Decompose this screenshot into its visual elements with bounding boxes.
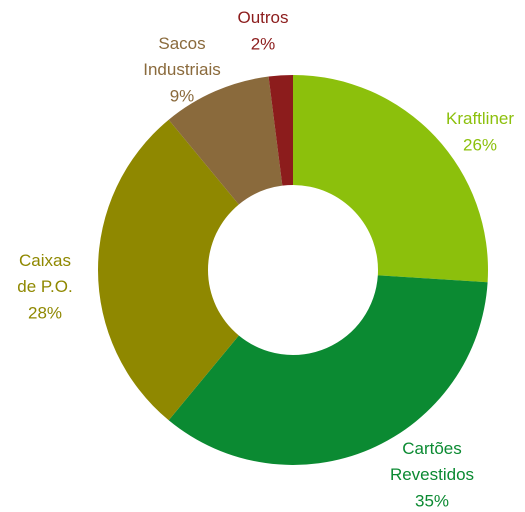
category-label-line: Industriais (143, 60, 220, 79)
category-label: Kraftliner (446, 109, 514, 128)
category-label-line: Kraftliner (446, 109, 514, 128)
category-label: Caixas de P.O. (17, 251, 72, 296)
category-label-line: Caixas (19, 251, 71, 270)
donut-segment (268, 75, 293, 186)
category-label-line: de P.O. (17, 277, 72, 296)
category-label-line: Cartões (402, 439, 462, 458)
donut-segment (168, 76, 283, 205)
value-label: 9% (170, 86, 195, 105)
donut-segment (293, 75, 488, 283)
donut-segment (168, 275, 488, 466)
category-label: Outros (237, 8, 288, 27)
category-label-line: Revestidos (390, 465, 474, 484)
value-label: 28% (28, 303, 62, 322)
category-label: Sacos Industriais (143, 34, 220, 79)
value-label: 26% (463, 135, 497, 154)
value-label: 35% (415, 491, 449, 510)
category-label-line: Sacos (158, 34, 205, 53)
category-label: Cartões Revestidos (390, 439, 474, 484)
value-label: 2% (251, 34, 276, 53)
donut-segment (97, 119, 239, 421)
category-label-line: Outros (237, 8, 288, 27)
